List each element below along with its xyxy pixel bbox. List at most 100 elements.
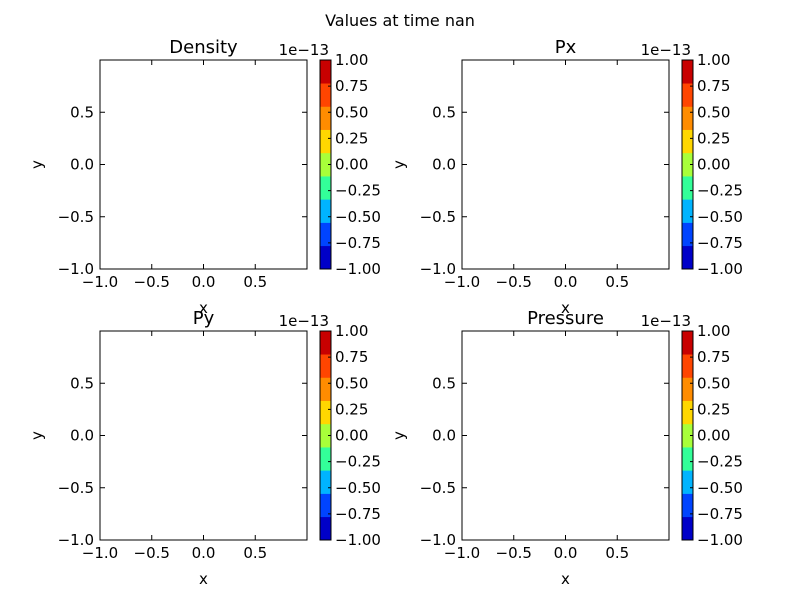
colorbar-tick-label: −0.25 [335, 453, 381, 471]
y-tick-label: 0.0 [432, 156, 456, 174]
colorbar-tick-label: −0.25 [335, 182, 381, 200]
colorbar-offset-label: 1e−13 [641, 312, 691, 330]
x-tick-label: −1.0 [82, 273, 118, 291]
colorbar-segment [682, 470, 693, 494]
colorbar-tick-label: −0.50 [335, 208, 381, 226]
figure-suptitle: Values at time nan [325, 11, 475, 30]
y-tick-label: −0.5 [58, 479, 94, 497]
colorbar-tick-label: −0.50 [697, 208, 743, 226]
colorbar-segment [320, 129, 331, 154]
colorbar-segment [320, 516, 331, 541]
x-tick-label: 0.5 [243, 273, 267, 291]
y-tick-label: −0.5 [420, 479, 456, 497]
colorbar-segment [320, 199, 331, 223]
colorbar: −1.00 −0.75 −0.50 −0.25 0.00 0.25 0.50 0.75 1.00… [279, 41, 381, 278]
colorbar-segment [320, 423, 331, 448]
y-tick-label: 0.0 [70, 156, 94, 174]
colorbar-tick-label: 0.75 [697, 348, 730, 366]
colorbar-segment [320, 377, 331, 401]
colorbar-tick-label: 0.25 [335, 400, 368, 418]
x-tick-label: −0.5 [496, 544, 532, 562]
y-tick-label: 0.5 [70, 103, 94, 121]
colorbar: −1.00 −0.75 −0.50 −0.25 0.00 0.25 0.50 0.75 1.00… [279, 312, 381, 549]
y-tick-label: 0.0 [70, 427, 94, 445]
colorbar-tick-label: −1.00 [335, 531, 381, 549]
colorbar-segment [320, 83, 331, 107]
colorbar-tick-label: 0.50 [697, 374, 730, 392]
colorbar-tick-label: −0.75 [335, 234, 381, 252]
colorbar-tick-label: 0.50 [335, 374, 368, 392]
colorbar-offset-label: 1e−13 [641, 41, 691, 59]
plot-area [99, 59, 308, 270]
colorbar-tick-label: 0.50 [335, 103, 368, 121]
colorbar-offset-label: 1e−13 [279, 41, 329, 59]
subplot-py: −1.0 −0.5 0.0 0.5 −1.0 −0.5 0.0 0.5 Py x y −1.00 −0.… [28, 308, 381, 588]
colorbar-tick-label: −1.00 [697, 531, 743, 549]
colorbar-segment [682, 222, 693, 247]
subplot-title: Py [193, 308, 215, 329]
colorbar-tick-label: 0.00 [335, 156, 368, 174]
x-tick-label: 0.0 [192, 544, 216, 562]
colorbar-tick-label: 0.25 [697, 129, 730, 147]
colorbar-segment [320, 222, 331, 247]
x-tick-label: −1.0 [82, 544, 118, 562]
colorbar-tick-label: 0.25 [697, 400, 730, 418]
colorbar-segment [320, 400, 331, 425]
y-tick-label: −0.5 [420, 208, 456, 226]
x-tick-label: −0.5 [134, 544, 170, 562]
y-axis-label: y [28, 160, 46, 169]
colorbar-tick-label: −0.75 [697, 234, 743, 252]
colorbar-tick-label: −1.00 [697, 260, 743, 278]
colorbar-tick-label: −0.25 [697, 182, 743, 200]
colorbar-segment [682, 447, 693, 471]
y-tick-label: −1.0 [58, 260, 94, 278]
colorbar-segment [682, 400, 693, 425]
y-tick-label: −0.5 [58, 208, 94, 226]
colorbar-tick-label: 0.00 [697, 156, 730, 174]
x-tick-label: 0.0 [192, 273, 216, 291]
colorbar-tick-label: 0.75 [697, 77, 730, 95]
colorbar-segment [682, 331, 693, 355]
subplot-pressure: −1.0 −0.5 0.0 0.5 −1.0 −0.5 0.0 0.5 Pressure x y −1… [390, 308, 743, 588]
x-axis-label: x [561, 570, 570, 588]
colorbar-segment [682, 152, 693, 177]
colorbar-segment [320, 331, 331, 355]
colorbar-segment [682, 516, 693, 541]
colorbar-segment [682, 245, 693, 270]
subplot-title: Density [169, 37, 238, 58]
colorbar-segment [682, 377, 693, 401]
y-tick-label: 0.5 [432, 374, 456, 392]
y-tick-label: 0.0 [432, 427, 456, 445]
colorbar-segment [320, 470, 331, 494]
y-tick-label: −1.0 [420, 260, 456, 278]
colorbar-tick-label: 0.00 [335, 427, 368, 445]
x-tick-label: −0.5 [496, 273, 532, 291]
colorbar-tick-label: 1.00 [697, 51, 730, 69]
colorbar-segment [682, 60, 693, 84]
x-axis-label: x [199, 570, 208, 588]
y-tick-label: −1.0 [420, 531, 456, 549]
x-tick-label: 0.5 [605, 544, 629, 562]
colorbar-segment [320, 60, 331, 84]
y-axis-label: y [28, 431, 46, 440]
colorbar-segment [682, 106, 693, 130]
x-tick-label: 0.5 [605, 273, 629, 291]
colorbar: −1.00 −0.75 −0.50 −0.25 0.00 0.25 0.50 0.75 1.00… [641, 41, 743, 278]
colorbar-tick-label: −1.00 [335, 260, 381, 278]
x-axis-label: x [561, 299, 570, 317]
colorbar-segment [682, 129, 693, 154]
colorbar-segment [682, 423, 693, 448]
x-tick-label: 0.0 [554, 544, 578, 562]
colorbar-segment [320, 354, 331, 378]
colorbar-segment [682, 176, 693, 200]
colorbar-tick-label: 0.25 [335, 129, 368, 147]
x-tick-label: −1.0 [444, 544, 480, 562]
y-axis-label: y [390, 160, 408, 169]
colorbar-tick-label: 0.75 [335, 348, 368, 366]
colorbar-tick-label: −0.75 [335, 505, 381, 523]
colorbar-segment [682, 493, 693, 518]
colorbar-segment [320, 447, 331, 471]
colorbar-tick-label: −0.50 [335, 479, 381, 497]
y-tick-label: −1.0 [58, 531, 94, 549]
